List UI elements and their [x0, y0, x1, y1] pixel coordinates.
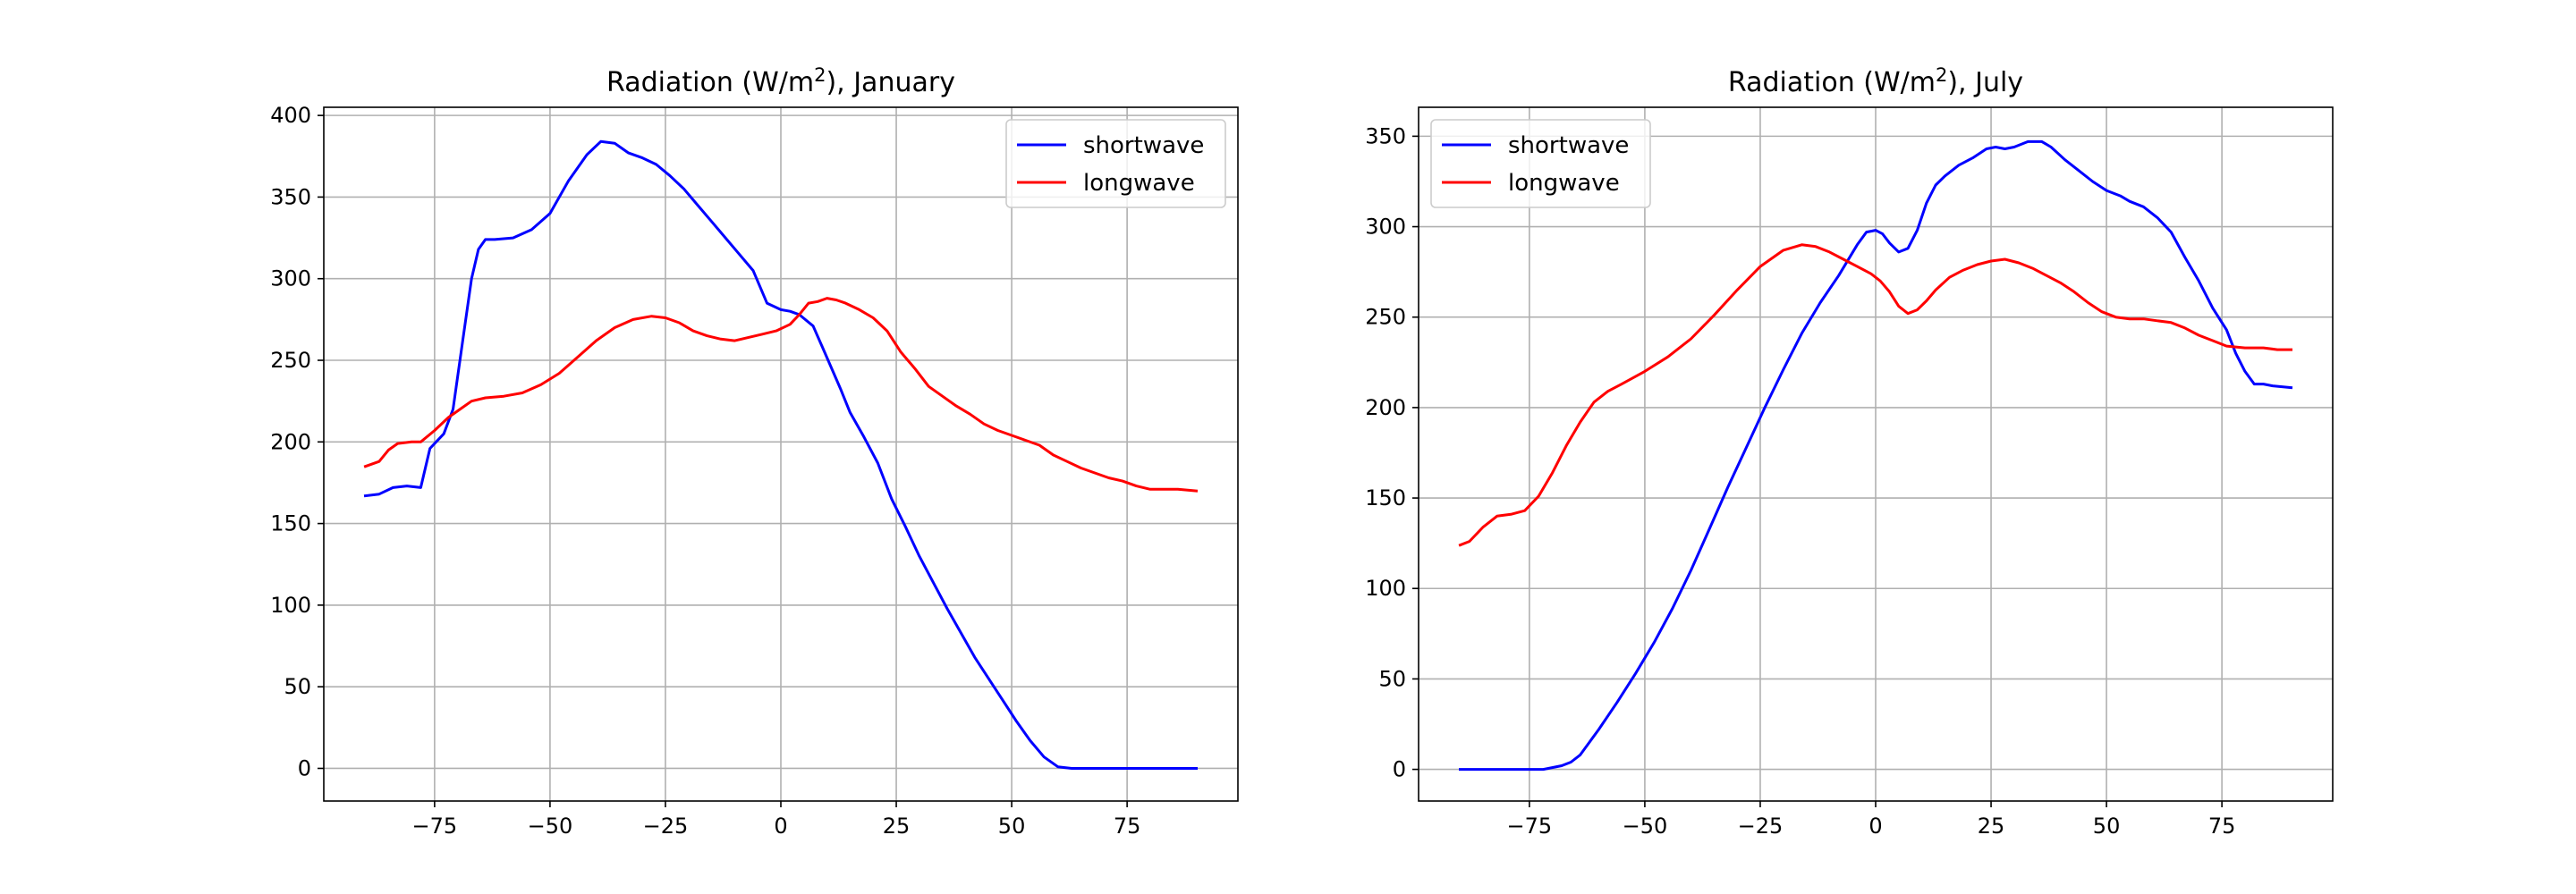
y-tick-label: 50 — [284, 674, 311, 699]
y-tick-label: 300 — [1365, 215, 1406, 240]
chart-1: −75 −50 −25 0 25 50 75 0 50 100 150 200 250 300 350 400… — [270, 64, 1239, 839]
charts-container: −75 −50 −25 0 25 50 75050100150200250300350400… — [270, 64, 2334, 839]
legend-label-longwave: longwave — [1083, 170, 1195, 197]
chart-title: Radiation (W/m2), July — [1728, 64, 2023, 98]
y-tick-label: 50 — [1378, 666, 1406, 691]
series-line-shortwave — [1459, 139, 2293, 772]
legend-box — [1430, 119, 1651, 208]
chart-title-superscript: 2 — [814, 64, 826, 86]
legend-label-longwave: longwave — [1508, 170, 1620, 197]
y-tick-label: 300 — [270, 266, 311, 291]
y-tick-label: 200 — [270, 429, 311, 454]
x-tick-label: −50 — [528, 814, 573, 839]
legend-label-shortwave: shortwave — [1508, 132, 1629, 159]
y-tick-label: 0 — [298, 755, 311, 780]
x-tick-label: −75 — [412, 814, 458, 839]
series-line-shortwave — [363, 139, 1198, 770]
legend: shortwave longwave — [1005, 119, 1226, 208]
x-tick-label: −25 — [1738, 814, 1784, 839]
chart-title-part: ), July — [1947, 67, 2023, 98]
x-tick-label: 25 — [883, 814, 911, 839]
x-tick-label: 75 — [2208, 814, 2236, 839]
y-tick-label: 200 — [1365, 395, 1406, 420]
x-tick-label: 25 — [1978, 814, 2005, 839]
y-tick-label: 250 — [270, 348, 311, 373]
chart-title-part: Radiation (W/m — [1728, 67, 1936, 98]
x-tick-label: −75 — [1507, 814, 1553, 839]
y-tick-label: 0 — [1393, 757, 1406, 782]
chart-title-part: Radiation (W/m — [606, 67, 814, 98]
legend: shortwave longwave — [1430, 119, 1651, 208]
series-line-longwave — [1458, 243, 2292, 547]
y-tick-label: 150 — [1365, 485, 1406, 510]
legend-box — [1005, 119, 1226, 208]
chart-title-superscript: 2 — [1936, 64, 1947, 86]
x-tick-label: −25 — [643, 814, 689, 839]
x-tick-label: 0 — [1868, 814, 1882, 839]
y-tick-label: 400 — [270, 103, 311, 128]
x-tick-label: 75 — [1114, 814, 1141, 839]
chart-title: Radiation (W/m2), January — [606, 64, 955, 98]
legend-label-shortwave: shortwave — [1083, 132, 1204, 159]
series-line-longwave — [363, 297, 1199, 493]
chart-2: −75 −50 −25 0 25 50 75 0 50 100 150 200 250 300 350 Rad… — [1365, 64, 2334, 839]
y-tick-label: 100 — [270, 593, 311, 618]
x-tick-label: 50 — [998, 814, 1026, 839]
y-tick-label: 100 — [1365, 576, 1406, 601]
y-tick-label: 250 — [1365, 305, 1406, 330]
x-tick-label: −50 — [1623, 814, 1668, 839]
x-tick-label: 50 — [2093, 814, 2121, 839]
y-tick-label: 350 — [1365, 123, 1406, 148]
x-tick-label: 0 — [774, 814, 787, 839]
y-tick-label: 150 — [270, 511, 311, 536]
chart-title-part: ), January — [826, 67, 955, 98]
y-tick-label: 350 — [270, 184, 311, 209]
